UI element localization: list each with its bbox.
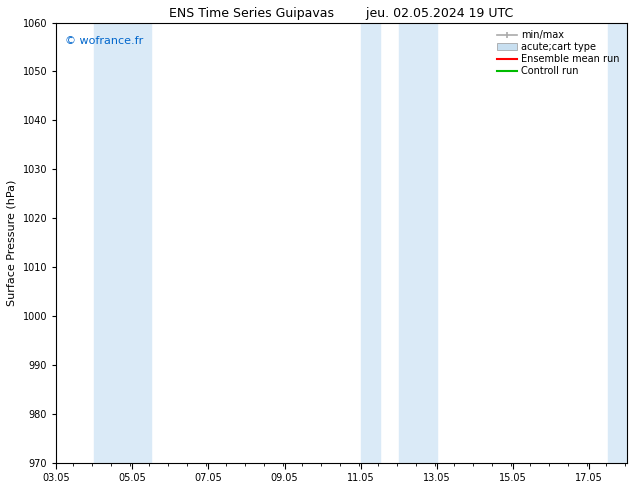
Bar [608,23,634,463]
Legend: min/max, acute;cart type, Ensemble mean run, Controll run: min/max, acute;cart type, Ensemble mean … [495,27,622,79]
Title: ENS Time Series Guipavas        jeu. 02.05.2024 19 UTC: ENS Time Series Guipavas jeu. 02.05.2024… [169,7,514,20]
Bar [361,23,380,463]
Y-axis label: Surface Pressure (hPa): Surface Pressure (hPa) [7,179,17,306]
Text: © wofrance.fr: © wofrance.fr [65,36,143,46]
Bar [399,23,437,463]
Bar [94,23,152,463]
